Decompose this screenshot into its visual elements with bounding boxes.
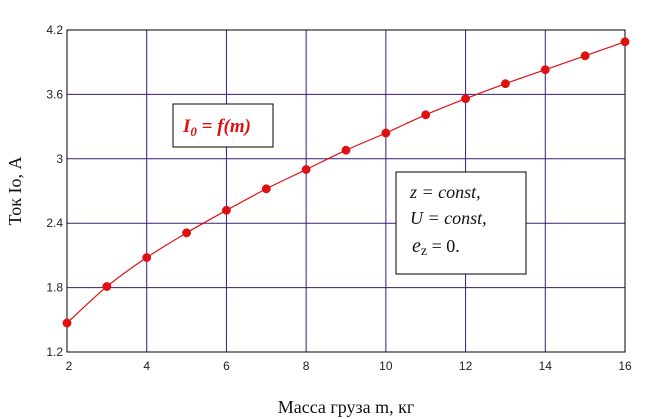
data-point bbox=[261, 184, 271, 194]
data-point bbox=[301, 165, 311, 174]
x-tick-labels: 2 4 6 8 10 12 14 16 bbox=[66, 359, 632, 373]
data-point bbox=[461, 94, 471, 104]
x-tick-label: 6 bbox=[223, 359, 230, 373]
x-tick-label: 2 bbox=[66, 359, 73, 373]
data-point bbox=[221, 205, 231, 215]
data-point bbox=[540, 65, 550, 75]
formula-annotation: I0 = f(m) bbox=[172, 103, 274, 148]
condition-line-2: U = const, bbox=[410, 208, 487, 228]
formula-I: I bbox=[182, 116, 191, 137]
x-axis-title: Масса груза m, кг bbox=[278, 397, 415, 417]
formula-sub0: 0 bbox=[190, 124, 197, 139]
condition-rest: = 0. bbox=[427, 236, 460, 256]
conditions-box bbox=[395, 171, 527, 275]
y-tick-label: 3.6 bbox=[46, 87, 63, 101]
condition-sub-z: z bbox=[421, 244, 427, 259]
plot-frame bbox=[66, 29, 626, 353]
condition-line-3: ez = 0. bbox=[412, 235, 460, 259]
data-point bbox=[620, 37, 630, 47]
data-point bbox=[102, 282, 112, 291]
condition-e: e bbox=[412, 235, 421, 257]
x-tick-label: 10 bbox=[379, 359, 393, 373]
y-tick-label: 3 bbox=[56, 152, 63, 166]
data-point bbox=[142, 253, 152, 262]
data-point bbox=[381, 128, 391, 138]
data-point bbox=[341, 145, 351, 155]
series-line bbox=[66, 41, 626, 324]
series-group bbox=[62, 37, 630, 328]
formula-text: I0 = f(m) bbox=[182, 116, 251, 139]
condition-line-1: z = const, bbox=[409, 182, 481, 202]
data-point bbox=[421, 110, 431, 120]
data-point bbox=[580, 51, 590, 61]
data-point bbox=[62, 318, 72, 328]
y-tick-label: 2.4 bbox=[46, 216, 63, 230]
y-tick-label: 1.8 bbox=[46, 281, 63, 295]
x-tick-label: 12 bbox=[459, 359, 473, 373]
grid bbox=[66, 29, 626, 353]
formula-rest: = f(m) bbox=[197, 116, 251, 137]
formula-box bbox=[172, 103, 274, 148]
data-point bbox=[182, 228, 192, 238]
x-tick-label: 8 bbox=[303, 359, 310, 373]
y-tick-label: 4.2 bbox=[46, 23, 63, 37]
y-tick-label: 1.2 bbox=[46, 345, 63, 359]
x-tick-label: 4 bbox=[143, 359, 150, 373]
x-tick-label: 14 bbox=[539, 359, 553, 373]
y-tick-labels: 1.2 1.8 2.4 3 3.6 4.2 bbox=[46, 23, 63, 359]
data-point bbox=[500, 79, 510, 89]
conditions-annotation: z = const, U = const, ez = 0. bbox=[395, 171, 527, 275]
y-axis-title: Ток Iо, А bbox=[5, 157, 25, 226]
x-tick-label: 16 bbox=[618, 359, 632, 373]
